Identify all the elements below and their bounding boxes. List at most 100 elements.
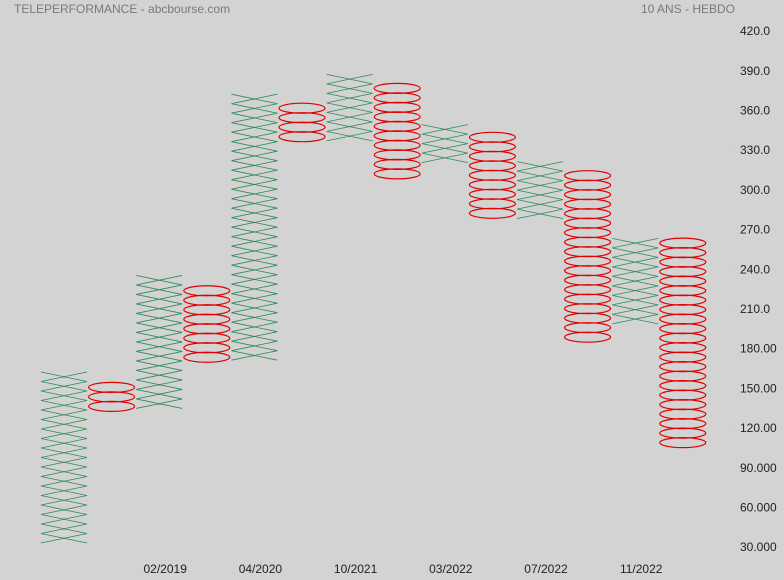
y-tick-label: 240.0 [740,262,770,276]
o-mark [563,322,612,334]
y-tick-label: 60.000 [740,500,777,514]
o-mark [373,120,421,132]
o-mark [373,101,421,113]
chart-title: TELEPERFORMANCE - abcbourse.com [14,2,230,16]
o-mark [278,102,326,114]
x-marks [136,275,183,409]
x-marks [231,93,278,361]
o-mark [563,331,612,343]
o-mark [183,285,231,297]
o-mark [87,381,136,393]
o-mark [468,179,516,191]
o-mark [563,303,612,315]
o-mark [373,149,421,161]
o-mark [563,189,612,201]
o-mark [183,332,231,344]
y-tick-label: 210.0 [740,302,770,316]
x-column [612,238,659,325]
o-mark [278,112,326,124]
y-tick-label: 120.00 [740,421,777,435]
o-mark [659,418,707,430]
x-column [326,73,373,142]
o-mark [563,246,612,258]
o-mark [563,236,612,248]
o-mark [373,168,421,180]
o-mark [563,217,612,229]
o-mark [659,323,707,335]
o-mark [563,227,612,239]
o-mark [373,139,421,151]
o-mark [183,323,231,335]
x-marks [40,371,88,544]
x-column [40,371,88,544]
o-column [87,381,136,412]
x-marks [612,238,659,325]
o-mark [563,293,612,305]
o-mark [183,304,231,316]
o-mark [659,427,707,439]
o-mark [659,247,707,259]
o-mark [183,294,231,306]
y-tick-label: 270.0 [740,223,770,237]
o-mark [659,361,707,373]
o-mark [468,188,516,200]
x-tick-label: 11/2022 [620,562,663,576]
o-column [278,102,326,143]
o-mark [659,370,707,382]
o-mark [659,285,707,297]
o-mark [468,198,516,210]
o-mark [563,284,612,296]
o-mark [468,169,516,181]
o-column [563,170,612,343]
y-tick-label: 300.0 [740,183,770,197]
o-mark [373,130,421,142]
o-mark [468,160,516,172]
y-tick-label: 30.000 [740,540,777,554]
x-column [231,93,278,361]
o-column [468,131,516,219]
o-mark [563,179,612,191]
o-mark [563,255,612,267]
o-mark [183,342,231,354]
o-mark [659,389,707,401]
o-mark [373,82,421,94]
o-mark [373,111,421,123]
o-mark [659,437,707,449]
o-mark [87,400,136,412]
x-tick-label: 07/2022 [524,562,568,576]
o-mark [468,131,516,143]
o-mark [563,208,612,220]
chart-subtitle: 10 ANS - HEBDO [641,2,735,16]
y-tick-label: 390.0 [740,64,770,78]
x-column [136,275,183,409]
o-mark [373,92,421,104]
o-mark [468,141,516,153]
o-mark [468,150,516,162]
o-mark [659,380,707,392]
x-tick-label: 04/2020 [239,562,283,576]
o-mark [659,313,707,325]
o-mark [659,266,707,278]
o-mark [659,294,707,306]
x-column [516,161,564,220]
o-mark [659,342,707,354]
o-mark [659,275,707,287]
y-tick-label: 420.0 [740,24,770,38]
y-tick-label: 360.0 [740,104,770,118]
o-mark [183,313,231,325]
o-mark [563,265,612,277]
o-mark [183,351,231,363]
o-mark [468,207,516,219]
o-mark [563,274,612,286]
o-mark [659,399,707,411]
o-mark [563,198,612,210]
o-mark [87,391,136,403]
o-mark [278,121,326,133]
o-mark [659,304,707,316]
x-marks [516,161,564,220]
y-tick-label: 180.00 [740,342,777,356]
o-column [659,237,707,449]
o-mark [563,312,612,324]
o-mark [659,408,707,420]
